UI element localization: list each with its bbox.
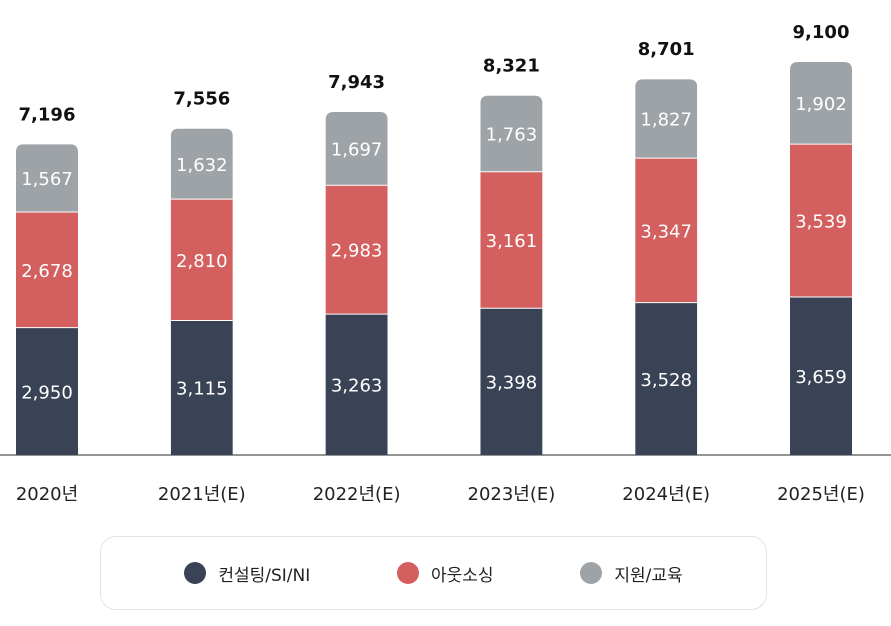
value-label-support: 1,902 [795,94,847,115]
bar-segment-consulting [790,296,852,455]
bar-segment-support [480,95,543,172]
total-label: 7,196 [19,104,76,125]
value-label-outsourcing: 2,810 [176,251,228,272]
legend-label-consulting: 컨설팅/SI/NI [218,565,311,586]
legend-label-outsourcing: 아웃소싱 [431,565,494,586]
value-label-support: 1,632 [176,155,228,176]
bar-segment-consulting [480,308,543,455]
bar-segment-outsourcing [480,171,543,309]
value-label-consulting: 3,115 [176,379,228,400]
x-tick-label: 2022년(E) [313,484,401,505]
bar-segment-support [790,62,852,145]
bar-stack [635,79,698,455]
x-tick-label: 2023년(E) [468,484,556,505]
value-label-consulting: 3,398 [486,373,538,394]
bar-stack [480,95,543,455]
bar-segment-outsourcing [325,185,388,315]
value-label-outsourcing: 3,539 [795,212,847,233]
value-label-outsourcing: 3,161 [486,231,538,252]
bar-segment-support [16,144,78,212]
bar-segment-outsourcing [790,144,852,297]
bar-stack [790,62,852,455]
bar-segment-consulting [635,302,698,455]
bar-stack [170,128,233,455]
bar-segment-outsourcing [170,199,233,321]
legend-swatch-consulting [184,562,207,584]
legend-label-support: 지원/교육 [614,565,683,586]
x-tick-label: 2021년(E) [158,484,246,505]
value-label-consulting: 3,528 [640,370,692,391]
legend-swatch-support [580,562,603,584]
bar-segment-consulting [16,327,78,455]
value-label-support: 1,697 [331,140,383,161]
x-tick-label: 2024년(E) [622,484,710,505]
value-label-outsourcing: 2,678 [21,261,73,282]
bar-segment-consulting [325,314,388,455]
value-label-consulting: 3,263 [331,376,383,397]
total-label: 8,701 [638,39,695,60]
bar-segment-consulting [170,320,233,455]
value-label-consulting: 3,659 [795,367,847,388]
total-label: 8,321 [483,56,540,77]
value-label-consulting: 2,950 [21,382,73,403]
legend-item-support: 지원/교육 [580,561,683,586]
bar-stack [16,144,78,455]
bar-segment-support [325,111,388,186]
total-label: 7,556 [173,89,230,110]
total-label: 9,100 [793,22,850,43]
value-label-outsourcing: 3,347 [640,221,692,242]
bar-segment-support [170,128,233,200]
value-label-support: 1,763 [486,125,538,146]
chart-legend: 컨설팅/SI/NI 아웃소싱 지원/교육 [100,536,767,610]
bar-stack [325,111,388,455]
x-tick-label: 2025년(E) [777,484,865,505]
legend-swatch-outsourcing [397,562,420,584]
value-label-support: 1,567 [21,169,73,190]
value-label-outsourcing: 2,983 [331,241,383,262]
legend-item-consulting: 컨설팅/SI/NI [184,561,310,586]
value-label-support: 1,827 [640,110,692,131]
x-tick-label: 2020년 [16,484,78,505]
bar-segment-support [635,79,698,159]
total-label: 7,943 [328,72,385,93]
bar-segment-outsourcing [635,158,698,303]
bar-segment-outsourcing [16,211,78,328]
legend-item-outsourcing: 아웃소싱 [397,561,494,586]
stacked-bar-chart: 2,950 2,678 1,567 7,196 2020년 3,115 2,810 1,632… [0,22,891,505]
